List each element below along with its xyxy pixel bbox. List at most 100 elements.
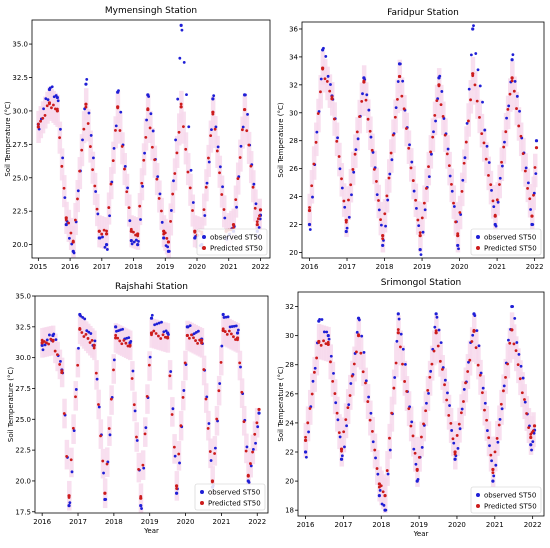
predicted-point <box>249 164 253 168</box>
predicted-point <box>247 143 251 147</box>
predicted-point <box>348 394 352 397</box>
predicted-point <box>439 103 443 107</box>
predicted-point <box>184 147 188 151</box>
predicted-point <box>337 155 341 158</box>
observed-point <box>182 60 186 64</box>
predicted-point <box>317 339 321 344</box>
predicted-point <box>101 459 105 463</box>
predicted-point <box>165 236 169 240</box>
predicted-point <box>474 346 478 350</box>
observed-point <box>534 172 538 176</box>
observed-point <box>162 236 166 240</box>
predicted-point <box>468 358 472 362</box>
observed-point <box>437 328 441 332</box>
predicted-point <box>520 391 524 395</box>
predicted-point <box>64 216 68 220</box>
predicted-point <box>129 229 133 233</box>
observed-point <box>132 240 136 244</box>
predicted-point <box>512 89 516 93</box>
predicted-point <box>47 342 51 346</box>
predicted-point <box>447 413 451 417</box>
predicted-point <box>308 206 311 209</box>
predicted-point <box>218 171 221 175</box>
plot-frame <box>31 19 271 259</box>
predicted-point <box>51 338 55 342</box>
observed-point <box>462 387 466 391</box>
legend-box <box>470 228 542 256</box>
observed-point <box>377 208 381 212</box>
band-segment <box>314 122 319 157</box>
band-segment <box>143 417 148 447</box>
predicted-point <box>175 151 179 155</box>
observed-point <box>381 243 385 248</box>
observed-point <box>360 334 364 338</box>
band-segment <box>363 367 368 403</box>
y-tick-label: 30.0 <box>15 354 31 362</box>
predicted-point <box>238 156 242 159</box>
chart-panel-rajshahi: Rajshahi Station 2016 2017 2018 2019 2020 2021… <box>0 272 276 544</box>
observed-point <box>529 208 532 211</box>
band-segment <box>334 122 340 157</box>
predicted-point <box>331 379 335 383</box>
observed-point <box>430 152 433 156</box>
observed-point <box>474 52 478 55</box>
observed-point <box>134 238 138 242</box>
observed-point <box>207 422 211 425</box>
predicted-point <box>202 368 206 371</box>
predicted-point <box>225 333 229 336</box>
observed-point <box>388 172 392 176</box>
observed-point <box>435 315 439 319</box>
predicted-point <box>109 397 113 401</box>
observed-point <box>45 338 49 342</box>
observed-point <box>487 161 491 164</box>
observed-point <box>485 144 489 148</box>
observed-point <box>488 444 491 448</box>
observed-point <box>519 364 523 368</box>
band-segment <box>253 189 258 222</box>
x-tick-label: 2019 <box>156 263 174 271</box>
band-segment <box>66 209 72 242</box>
observed-point <box>234 324 238 328</box>
legend: observed ST50 Predicted ST50 <box>470 228 542 256</box>
observed-point <box>85 77 89 81</box>
predicted-point <box>525 412 528 415</box>
predicted-point <box>127 206 131 210</box>
x-tick-label: 2021 <box>220 263 238 271</box>
band-segment <box>176 440 182 471</box>
legend-label-predicted: Predicted ST50 <box>484 503 537 511</box>
band-segment <box>486 156 491 191</box>
y-tick-label: 25.0 <box>15 416 31 424</box>
predicted-point <box>407 146 411 150</box>
band-segment <box>170 180 176 213</box>
predicted-point <box>510 76 514 80</box>
observed-point <box>507 104 511 108</box>
predicted-point <box>166 336 170 340</box>
predicted-point <box>397 74 402 79</box>
observed-point <box>59 359 62 363</box>
observed-point <box>68 501 72 505</box>
observed-point <box>486 429 489 432</box>
predicted-point <box>389 151 393 155</box>
predicted-point <box>335 139 339 143</box>
legend-marker-predicted <box>202 246 206 250</box>
x-tick-label: 2020 <box>177 518 195 526</box>
legend: observed ST50 Predicted ST50 <box>196 228 268 256</box>
predicted-point <box>534 146 539 150</box>
y-tick-label: 28 <box>289 137 298 145</box>
x-tick-label: 2021 <box>486 521 504 529</box>
predicted-point <box>528 197 532 201</box>
legend-marker-observed <box>200 490 204 494</box>
observed-point <box>188 324 192 328</box>
predicted-point <box>491 467 495 472</box>
predicted-point <box>76 363 80 367</box>
predicted-point <box>456 234 460 238</box>
y-tick-label: 18 <box>285 507 294 515</box>
predicted-point <box>381 237 385 241</box>
legend-marker-observed <box>476 493 480 497</box>
predicted-point <box>360 99 364 103</box>
observed-point <box>530 222 534 227</box>
observed-point <box>334 401 338 405</box>
band-segment <box>170 397 175 427</box>
band-segment <box>368 400 373 436</box>
predicted-point <box>356 334 361 338</box>
